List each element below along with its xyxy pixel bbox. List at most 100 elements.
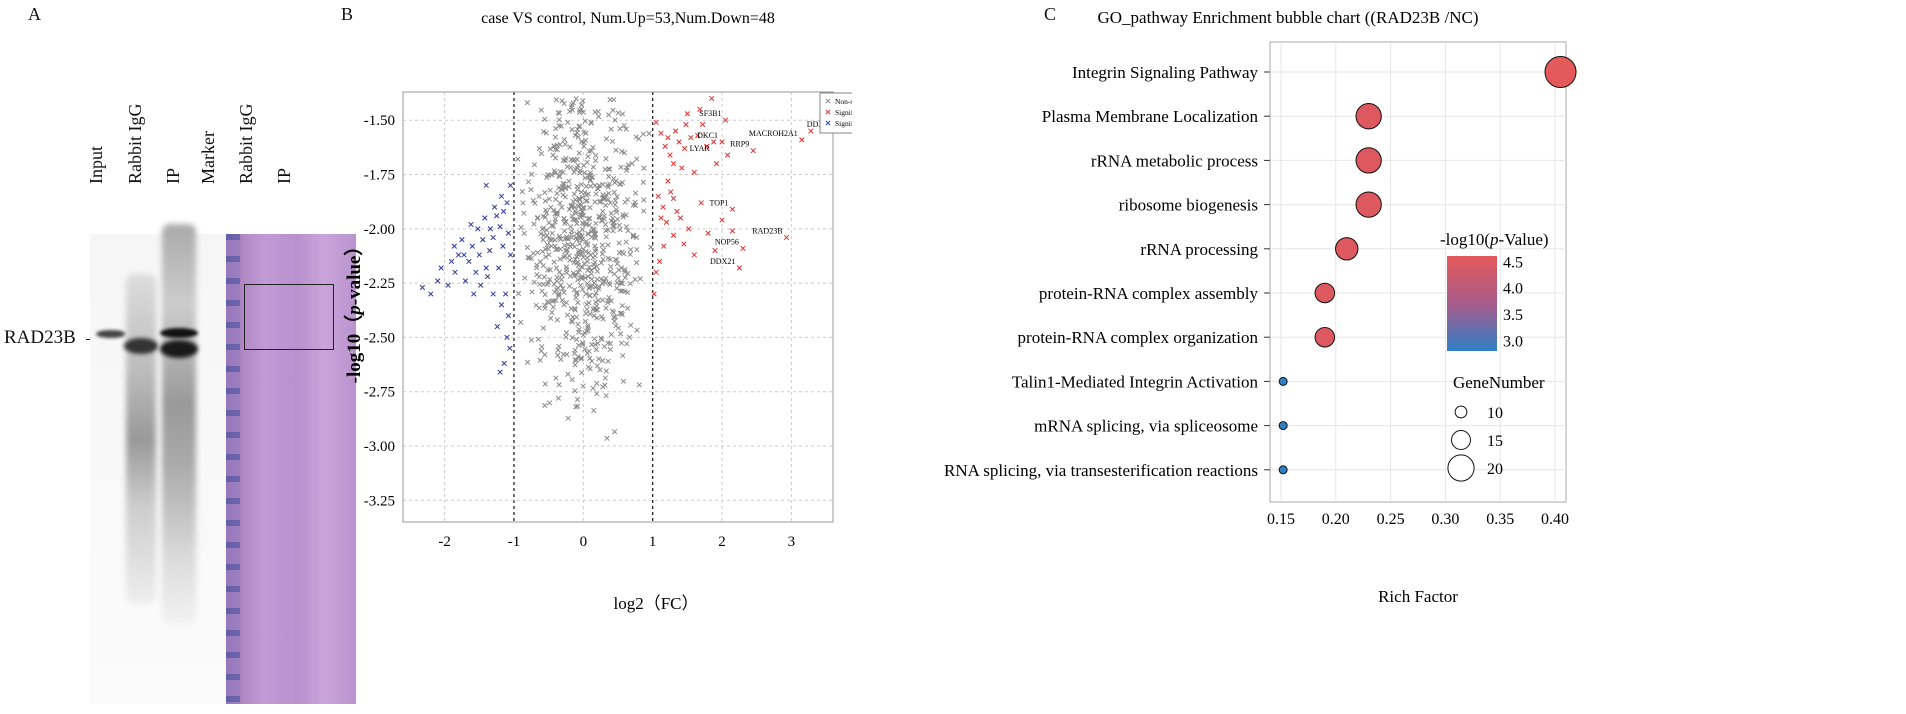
ns-point-mark	[554, 246, 561, 252]
ns-point-mark	[613, 206, 620, 213]
ns-point-mark	[584, 198, 590, 204]
ns-point-mark	[534, 271, 540, 278]
ns-point-mark	[586, 250, 592, 256]
ns-point-mark	[594, 363, 600, 369]
up-point	[799, 137, 805, 143]
ns-point	[583, 192, 590, 198]
ns-point-mark	[625, 162, 631, 168]
down-point	[494, 323, 500, 330]
ns-point-mark	[591, 313, 597, 319]
ns-point	[640, 179, 646, 185]
ns-point	[593, 152, 599, 159]
ns-point	[582, 118, 588, 124]
coomassie-gel-image	[226, 234, 356, 704]
ns-point	[613, 147, 619, 153]
ns-point-mark	[559, 204, 565, 210]
ns-point-mark	[576, 229, 583, 236]
down-point-mark	[487, 247, 493, 254]
ns-point-mark	[545, 279, 551, 286]
ns-point-mark	[540, 262, 546, 269]
ns-point-mark	[541, 274, 548, 280]
ns-point	[578, 202, 584, 208]
ns-point-mark	[582, 318, 589, 325]
ns-point	[605, 184, 611, 190]
color-legend-title: -log10(p-Value)	[1440, 230, 1549, 249]
ns-point	[605, 227, 611, 233]
down-point	[507, 182, 514, 189]
ns-point	[599, 336, 605, 343]
ns-point	[617, 227, 623, 233]
ns-point-mark	[640, 179, 646, 185]
ns-point	[580, 254, 587, 260]
ns-point	[595, 113, 602, 120]
ns-point	[593, 299, 599, 305]
up-point	[677, 215, 684, 221]
ns-point	[583, 238, 589, 245]
ns-point-mark	[589, 174, 595, 181]
lane-label-marker: Marker	[198, 131, 218, 184]
ns-point	[524, 359, 531, 365]
ns-point	[612, 180, 618, 186]
ns-point	[586, 300, 592, 306]
up-point-mark	[711, 139, 717, 145]
up-point	[698, 200, 704, 206]
ns-point-mark	[618, 340, 625, 346]
ns-point-mark	[530, 198, 536, 204]
ns-point	[521, 230, 527, 236]
up-point-mark	[670, 195, 677, 202]
ns-point-mark	[520, 200, 526, 206]
ns-point-mark	[531, 279, 537, 285]
ns-point	[515, 156, 521, 162]
down-point-mark	[455, 252, 462, 258]
ns-point-mark	[573, 294, 579, 301]
down-point	[448, 258, 455, 265]
ns-point-mark	[599, 336, 605, 343]
ns-point	[595, 186, 601, 192]
ns-point-mark	[562, 248, 569, 254]
ns-point	[557, 200, 563, 206]
ns-point-mark	[606, 294, 612, 301]
up-point-mark	[691, 252, 697, 258]
color-legend-tick: 3.5	[1503, 307, 1523, 324]
color-legend-tick: 4.5	[1503, 254, 1523, 271]
ns-point	[538, 348, 544, 354]
bubble-term-label: Plasma Membrane Localization	[1042, 107, 1259, 126]
ns-point	[605, 166, 612, 172]
ns-point	[552, 134, 559, 140]
volcano-x-tick-label: 3	[788, 534, 796, 550]
ns-point	[600, 281, 606, 287]
up-point-mark	[658, 215, 664, 221]
ns-point-mark	[600, 316, 606, 322]
ns-point	[572, 305, 578, 312]
ns-point-mark	[612, 202, 618, 208]
ns-point	[591, 313, 597, 319]
ns-point	[554, 190, 560, 197]
ns-point-mark	[610, 175, 617, 182]
ns-point-mark	[558, 186, 564, 192]
down-point	[483, 182, 489, 189]
ns-point	[600, 181, 606, 188]
up-point	[670, 161, 677, 167]
ns-point	[641, 165, 647, 171]
ns-point-mark	[563, 218, 569, 225]
ns-point-mark	[593, 191, 599, 197]
ns-point-mark	[557, 168, 564, 175]
band-input	[96, 330, 126, 338]
ns-point	[578, 355, 584, 361]
up-point-mark	[665, 178, 671, 184]
ns-point-mark	[625, 228, 631, 234]
ns-point	[603, 275, 609, 282]
up-point	[681, 145, 688, 152]
ns-point	[574, 289, 580, 295]
down-point	[497, 223, 503, 230]
ns-point	[542, 402, 548, 409]
down-point	[445, 282, 451, 288]
ns-point-mark	[531, 221, 537, 227]
ns-point-mark	[603, 305, 609, 311]
down-point-mark	[478, 282, 484, 288]
up-point	[683, 121, 689, 128]
ns-point-mark	[567, 257, 573, 263]
ns-point	[563, 218, 569, 225]
down-point-mark	[507, 345, 513, 351]
ns-point	[544, 241, 551, 248]
